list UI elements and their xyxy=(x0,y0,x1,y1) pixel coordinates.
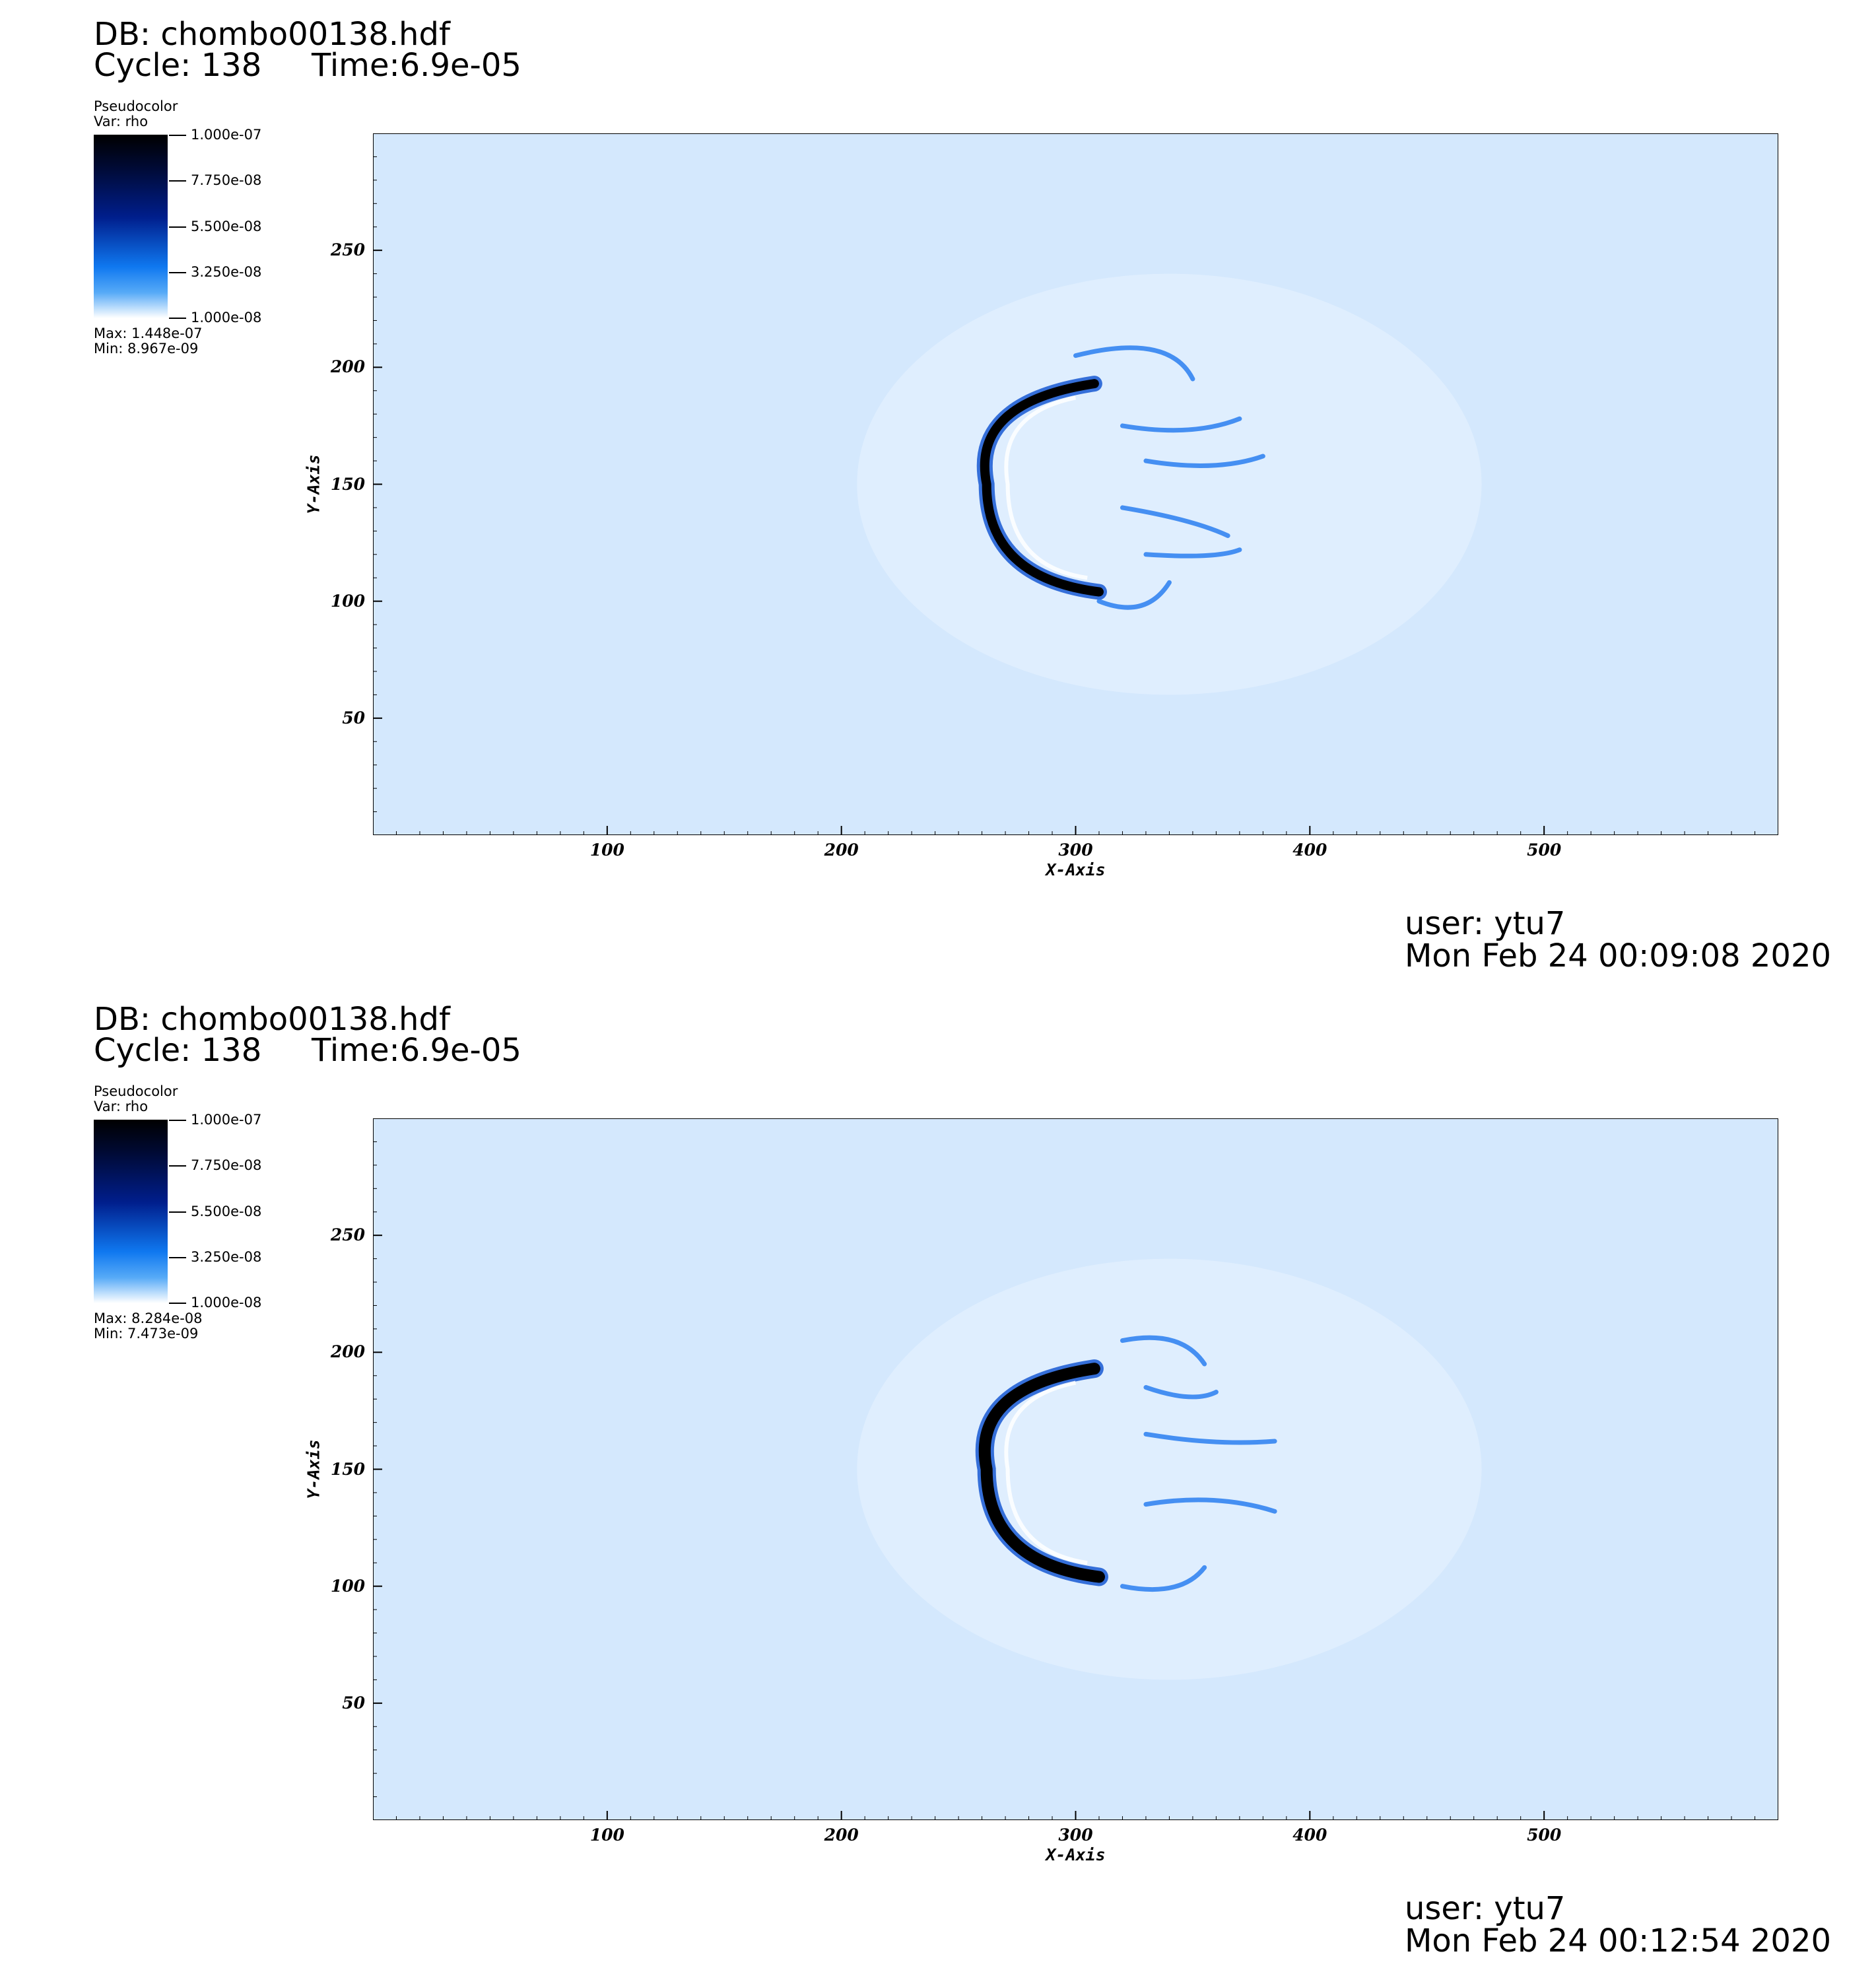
timestamp-label: Mon Feb 24 00:09:08 2020 xyxy=(1405,937,1832,974)
pseudocolor-plot-svg xyxy=(373,1118,1778,1820)
shell-fringe xyxy=(1004,395,1088,580)
turbulent-wisp xyxy=(1143,547,1242,559)
colorbar-tick xyxy=(169,1165,186,1167)
colorbar xyxy=(94,1120,168,1303)
colorbar-tick-label: 1.000e-07 xyxy=(191,127,262,143)
plot-panel-1: DB: chombo00138.hdf Cycle: 138 Time:6.9e… xyxy=(94,16,1832,974)
colorbar-tick xyxy=(169,1303,186,1304)
turbulent-wisp xyxy=(1120,505,1230,538)
colorbar-tick-label: 7.750e-08 xyxy=(191,172,262,188)
y-tick-label: 200 xyxy=(330,357,365,377)
shell-fringe xyxy=(1004,1380,1088,1565)
turbulent-wisp xyxy=(1120,1335,1207,1367)
legend-plot-type: Pseudocolor xyxy=(94,98,178,114)
colorbar-tick-label: 5.500e-08 xyxy=(191,219,262,234)
database-label: DB: chombo00138.hdf xyxy=(94,16,450,53)
cycle-label: Cycle: 138 xyxy=(94,47,262,84)
x-tick-label: 400 xyxy=(1292,1825,1327,1845)
colorbar-tick-label: 5.500e-08 xyxy=(191,1204,262,1219)
user-label: user: ytu7 xyxy=(1405,905,1566,942)
colorbar-tick-label: 1.000e-08 xyxy=(191,1295,262,1310)
y-tick-label: 100 xyxy=(330,1576,365,1596)
legend-max: Max: 1.448e-07 xyxy=(94,325,203,341)
legend-min: Min: 7.473e-09 xyxy=(94,1326,199,1342)
colorbar-tick xyxy=(169,318,186,319)
colorbar-tick xyxy=(169,180,186,182)
y-tick-label: 100 xyxy=(330,591,365,611)
legend-min: Min: 8.967e-09 xyxy=(94,341,199,357)
colorbar xyxy=(94,135,168,318)
shell-core xyxy=(980,379,1104,597)
colorbar-tick-label: 3.250e-08 xyxy=(191,1249,262,1265)
pseudocolor-plot-svg xyxy=(373,133,1778,835)
x-tick-label: 500 xyxy=(1527,1825,1562,1845)
x-axis-label: X-Axis xyxy=(1046,1845,1106,1864)
y-tick-label: 50 xyxy=(342,1693,365,1713)
y-tick-label: 200 xyxy=(330,1342,365,1362)
colorbar-tick xyxy=(169,1120,186,1121)
y-tick-label: 250 xyxy=(330,1225,365,1245)
turbulent-wisp xyxy=(1143,1431,1277,1445)
x-tick-label: 500 xyxy=(1527,840,1562,860)
legend-header: Pseudocolor Var: rho xyxy=(94,99,178,129)
time-label: Time:6.9e-05 xyxy=(312,47,521,84)
turbulent-wisp xyxy=(1143,1384,1219,1400)
plot-panel-2: DB: chombo00138.hdf Cycle: 138 Time:6.9e… xyxy=(0,985,1876,1970)
turbulent-wisp xyxy=(1143,1497,1277,1514)
legend-plot-type: Pseudocolor xyxy=(94,1083,178,1099)
colorbar-tick-label: 3.250e-08 xyxy=(191,264,262,280)
cycle-time-line: Cycle: 138 Time:6.9e-05 xyxy=(94,1032,521,1069)
y-tick-label: 50 xyxy=(342,708,365,728)
cycle-time-line: Cycle: 138 Time:6.9e-05 xyxy=(94,47,521,84)
timestamp-label: Mon Feb 24 00:12:54 2020 xyxy=(1405,1922,1832,1959)
turbulent-wisp xyxy=(1120,416,1242,433)
pseudocolor-plot xyxy=(373,1118,1778,1820)
shell-core xyxy=(978,1363,1105,1583)
x-tick-label: 400 xyxy=(1292,840,1327,860)
halo-region xyxy=(857,1258,1482,1680)
x-tick-label: 200 xyxy=(824,1825,859,1845)
y-axis-label: Y-Axis xyxy=(304,454,323,514)
legend-header: Pseudocolor Var: rho xyxy=(94,1084,178,1114)
y-tick-label: 250 xyxy=(330,240,365,260)
colorbar-tick xyxy=(169,1211,186,1213)
x-tick-label: 300 xyxy=(1058,840,1093,860)
database-label: DB: chombo00138.hdf xyxy=(94,1001,450,1038)
pseudocolor-plot xyxy=(373,133,1778,835)
legend-variable: Var: rho xyxy=(94,1099,149,1114)
legend-max: Max: 8.284e-08 xyxy=(94,1310,203,1326)
colorbar-tick-label: 1.000e-08 xyxy=(191,310,262,325)
y-tick-label: 150 xyxy=(330,1459,365,1479)
halo-region xyxy=(857,273,1482,695)
cycle-label: Cycle: 138 xyxy=(94,1032,262,1069)
legend-variable: Var: rho xyxy=(94,114,149,129)
x-tick-label: 100 xyxy=(589,840,624,860)
colorbar-tick xyxy=(169,226,186,228)
colorbar-tick xyxy=(169,272,186,273)
turbulent-wisp xyxy=(1143,454,1265,468)
colorbar-tick-label: 1.000e-07 xyxy=(191,1112,262,1128)
x-tick-label: 200 xyxy=(824,840,859,860)
turbulent-wisp xyxy=(1120,1565,1207,1592)
turbulent-wisp xyxy=(1073,345,1195,382)
colorbar-tick xyxy=(169,1257,186,1258)
user-label: user: ytu7 xyxy=(1405,1890,1566,1927)
y-axis-label: Y-Axis xyxy=(304,1439,323,1499)
time-label: Time:6.9e-05 xyxy=(312,1032,521,1069)
x-tick-label: 300 xyxy=(1058,1825,1093,1845)
colorbar-tick-label: 7.750e-08 xyxy=(191,1157,262,1173)
turbulent-wisp xyxy=(1096,580,1172,610)
x-tick-label: 100 xyxy=(589,1825,624,1845)
y-tick-label: 150 xyxy=(330,474,365,494)
colorbar-tick xyxy=(169,135,186,136)
x-axis-label: X-Axis xyxy=(1046,860,1106,879)
